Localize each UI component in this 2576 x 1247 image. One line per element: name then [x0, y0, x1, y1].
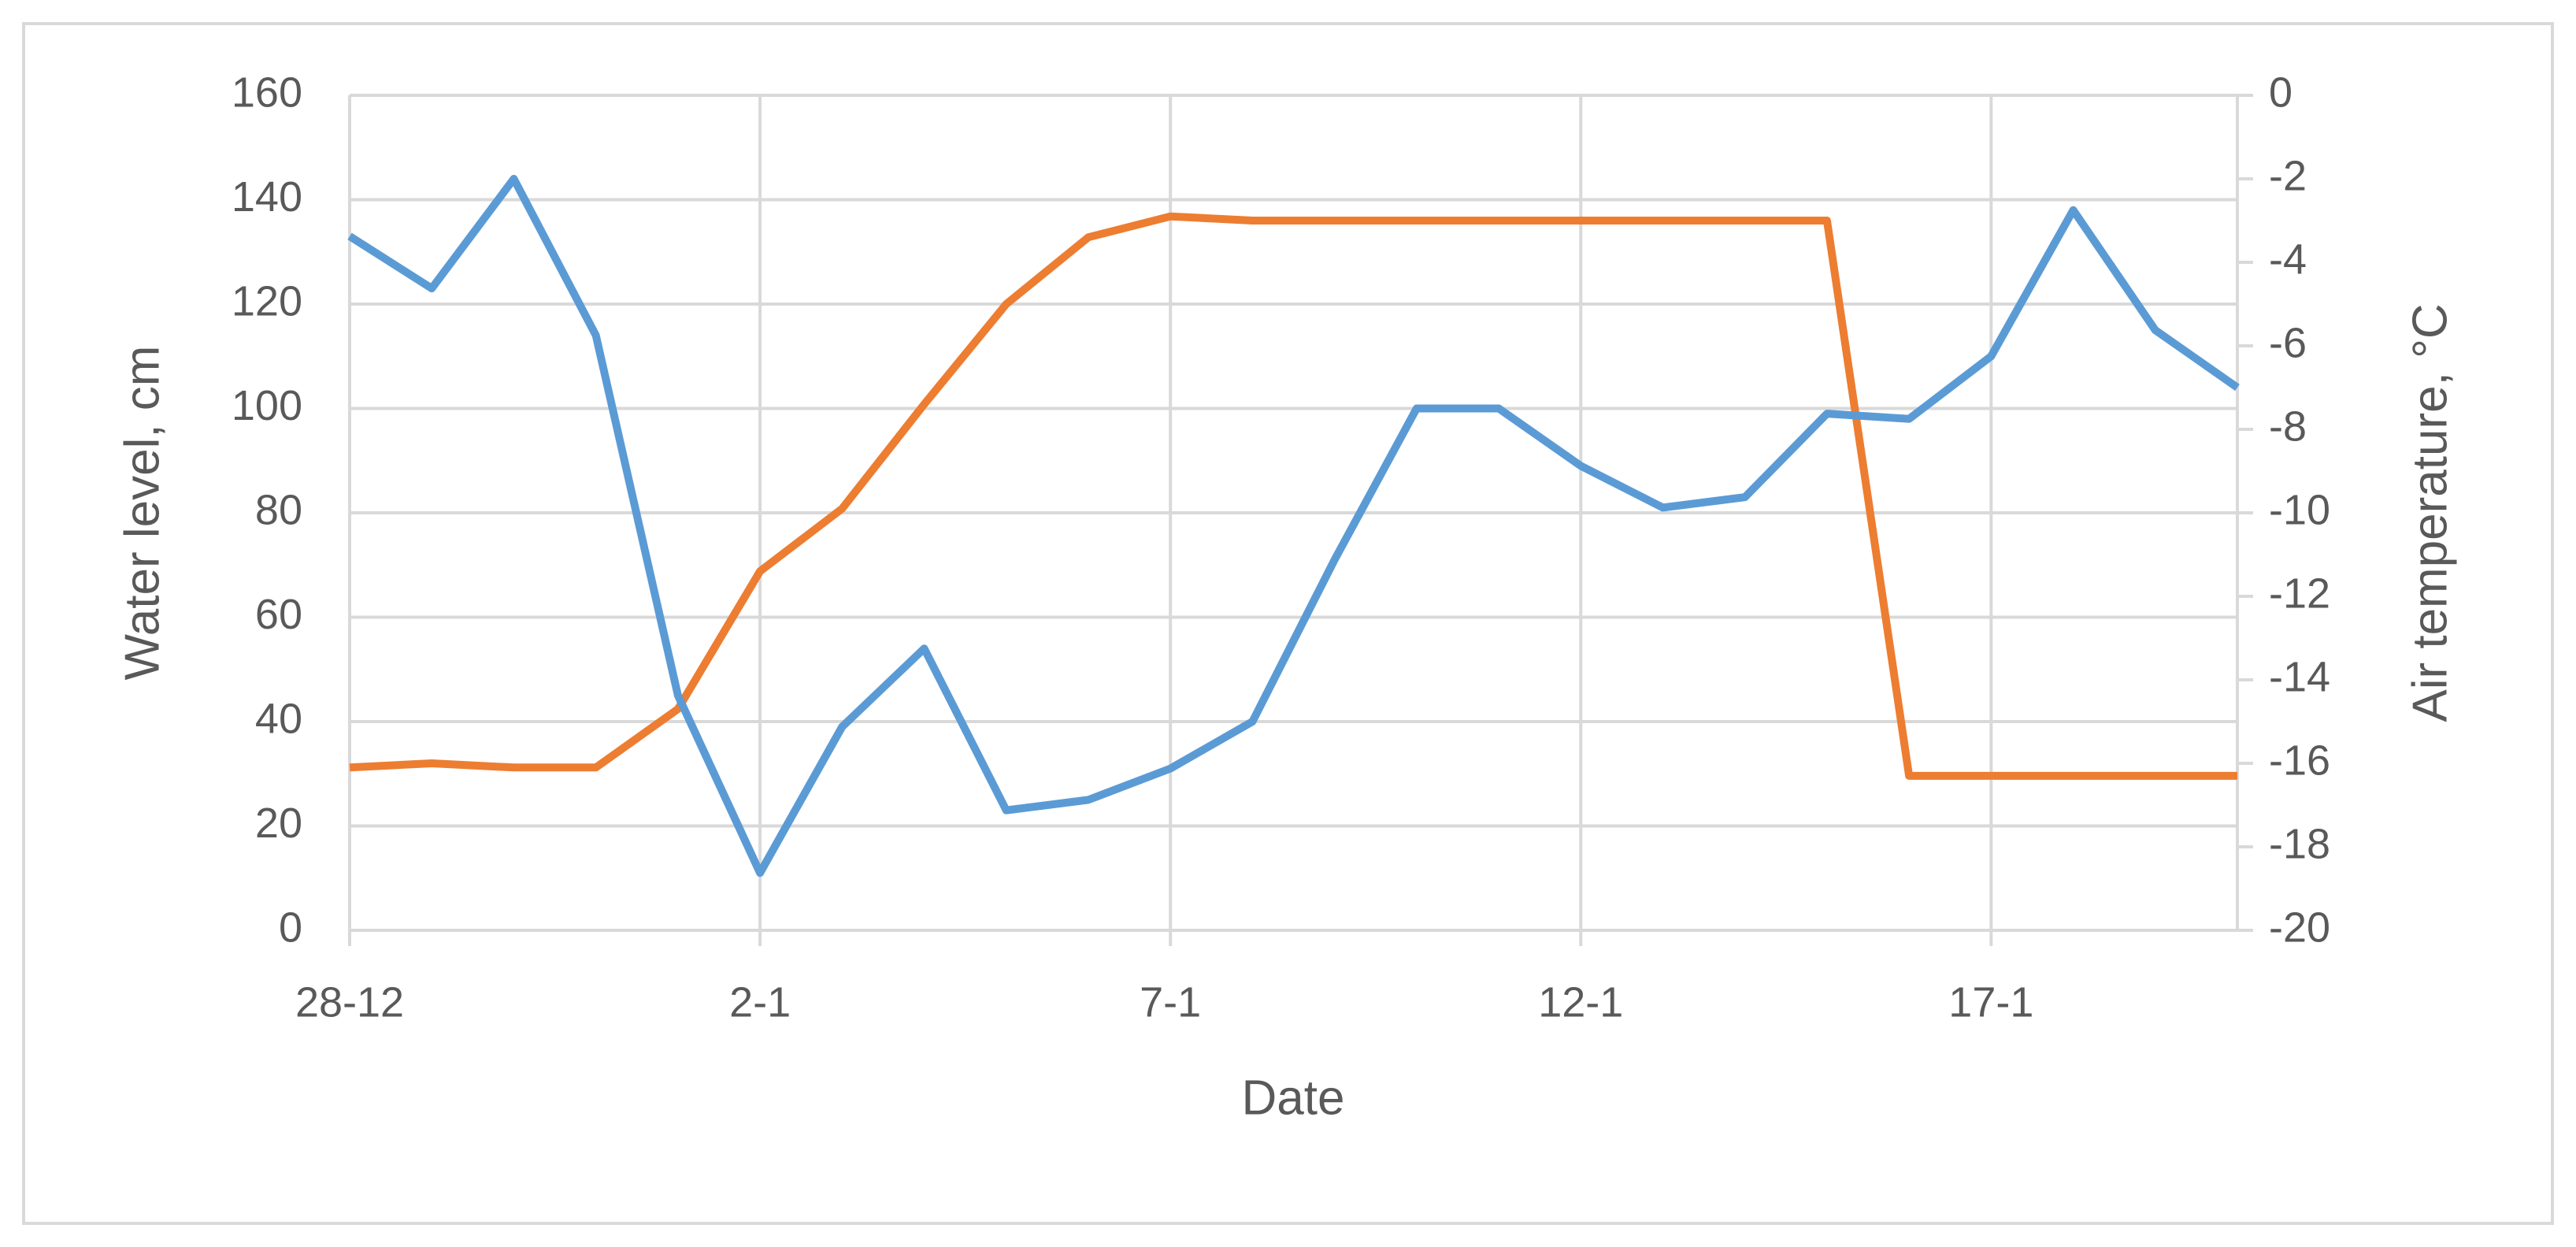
- x-axis-title: Date: [1242, 1071, 1345, 1125]
- line-series: [347, 175, 2240, 878]
- y-tick-label: 100: [232, 382, 302, 429]
- y-tick-label: 160: [232, 69, 302, 116]
- y2-tick-label: -12: [2269, 570, 2330, 617]
- y-tick-label: 40: [255, 695, 302, 742]
- y-axis-title: Water level, cm: [115, 346, 169, 681]
- y2-tick-label: -10: [2269, 486, 2330, 533]
- x-tick-label: 17-1: [1948, 978, 2033, 1026]
- y-tick-label: 20: [255, 800, 302, 847]
- y-tick-label: 140: [232, 173, 302, 221]
- y2-axis-title: Air temperature, °C: [2403, 303, 2457, 722]
- y-tick-label: 0: [279, 904, 302, 951]
- y2-tick-label: -4: [2269, 236, 2307, 283]
- y2-tick-label: -14: [2269, 653, 2330, 700]
- y2-tick-label: -20: [2269, 904, 2330, 951]
- x-tick-label: 28-12: [295, 978, 404, 1026]
- y2-tick-label: -8: [2269, 403, 2307, 450]
- x-tick-label: 2-1: [729, 978, 791, 1026]
- y2-tick-label: -2: [2269, 152, 2307, 199]
- x-tick-label: 12-1: [1538, 978, 1623, 1026]
- y-tick-label: 80: [255, 486, 302, 533]
- y2-tick-label: -16: [2269, 737, 2330, 784]
- x-tick-label: 7-1: [1140, 978, 1201, 1026]
- y2-tick-label: 0: [2269, 69, 2292, 116]
- y2-tick-label: -6: [2269, 319, 2307, 366]
- y-tick-label: 120: [232, 277, 302, 325]
- y-tick-label: 60: [255, 591, 302, 638]
- chart-border: [22, 22, 2554, 1225]
- y2-tick-label: -18: [2269, 820, 2330, 867]
- line-series: [349, 212, 2237, 780]
